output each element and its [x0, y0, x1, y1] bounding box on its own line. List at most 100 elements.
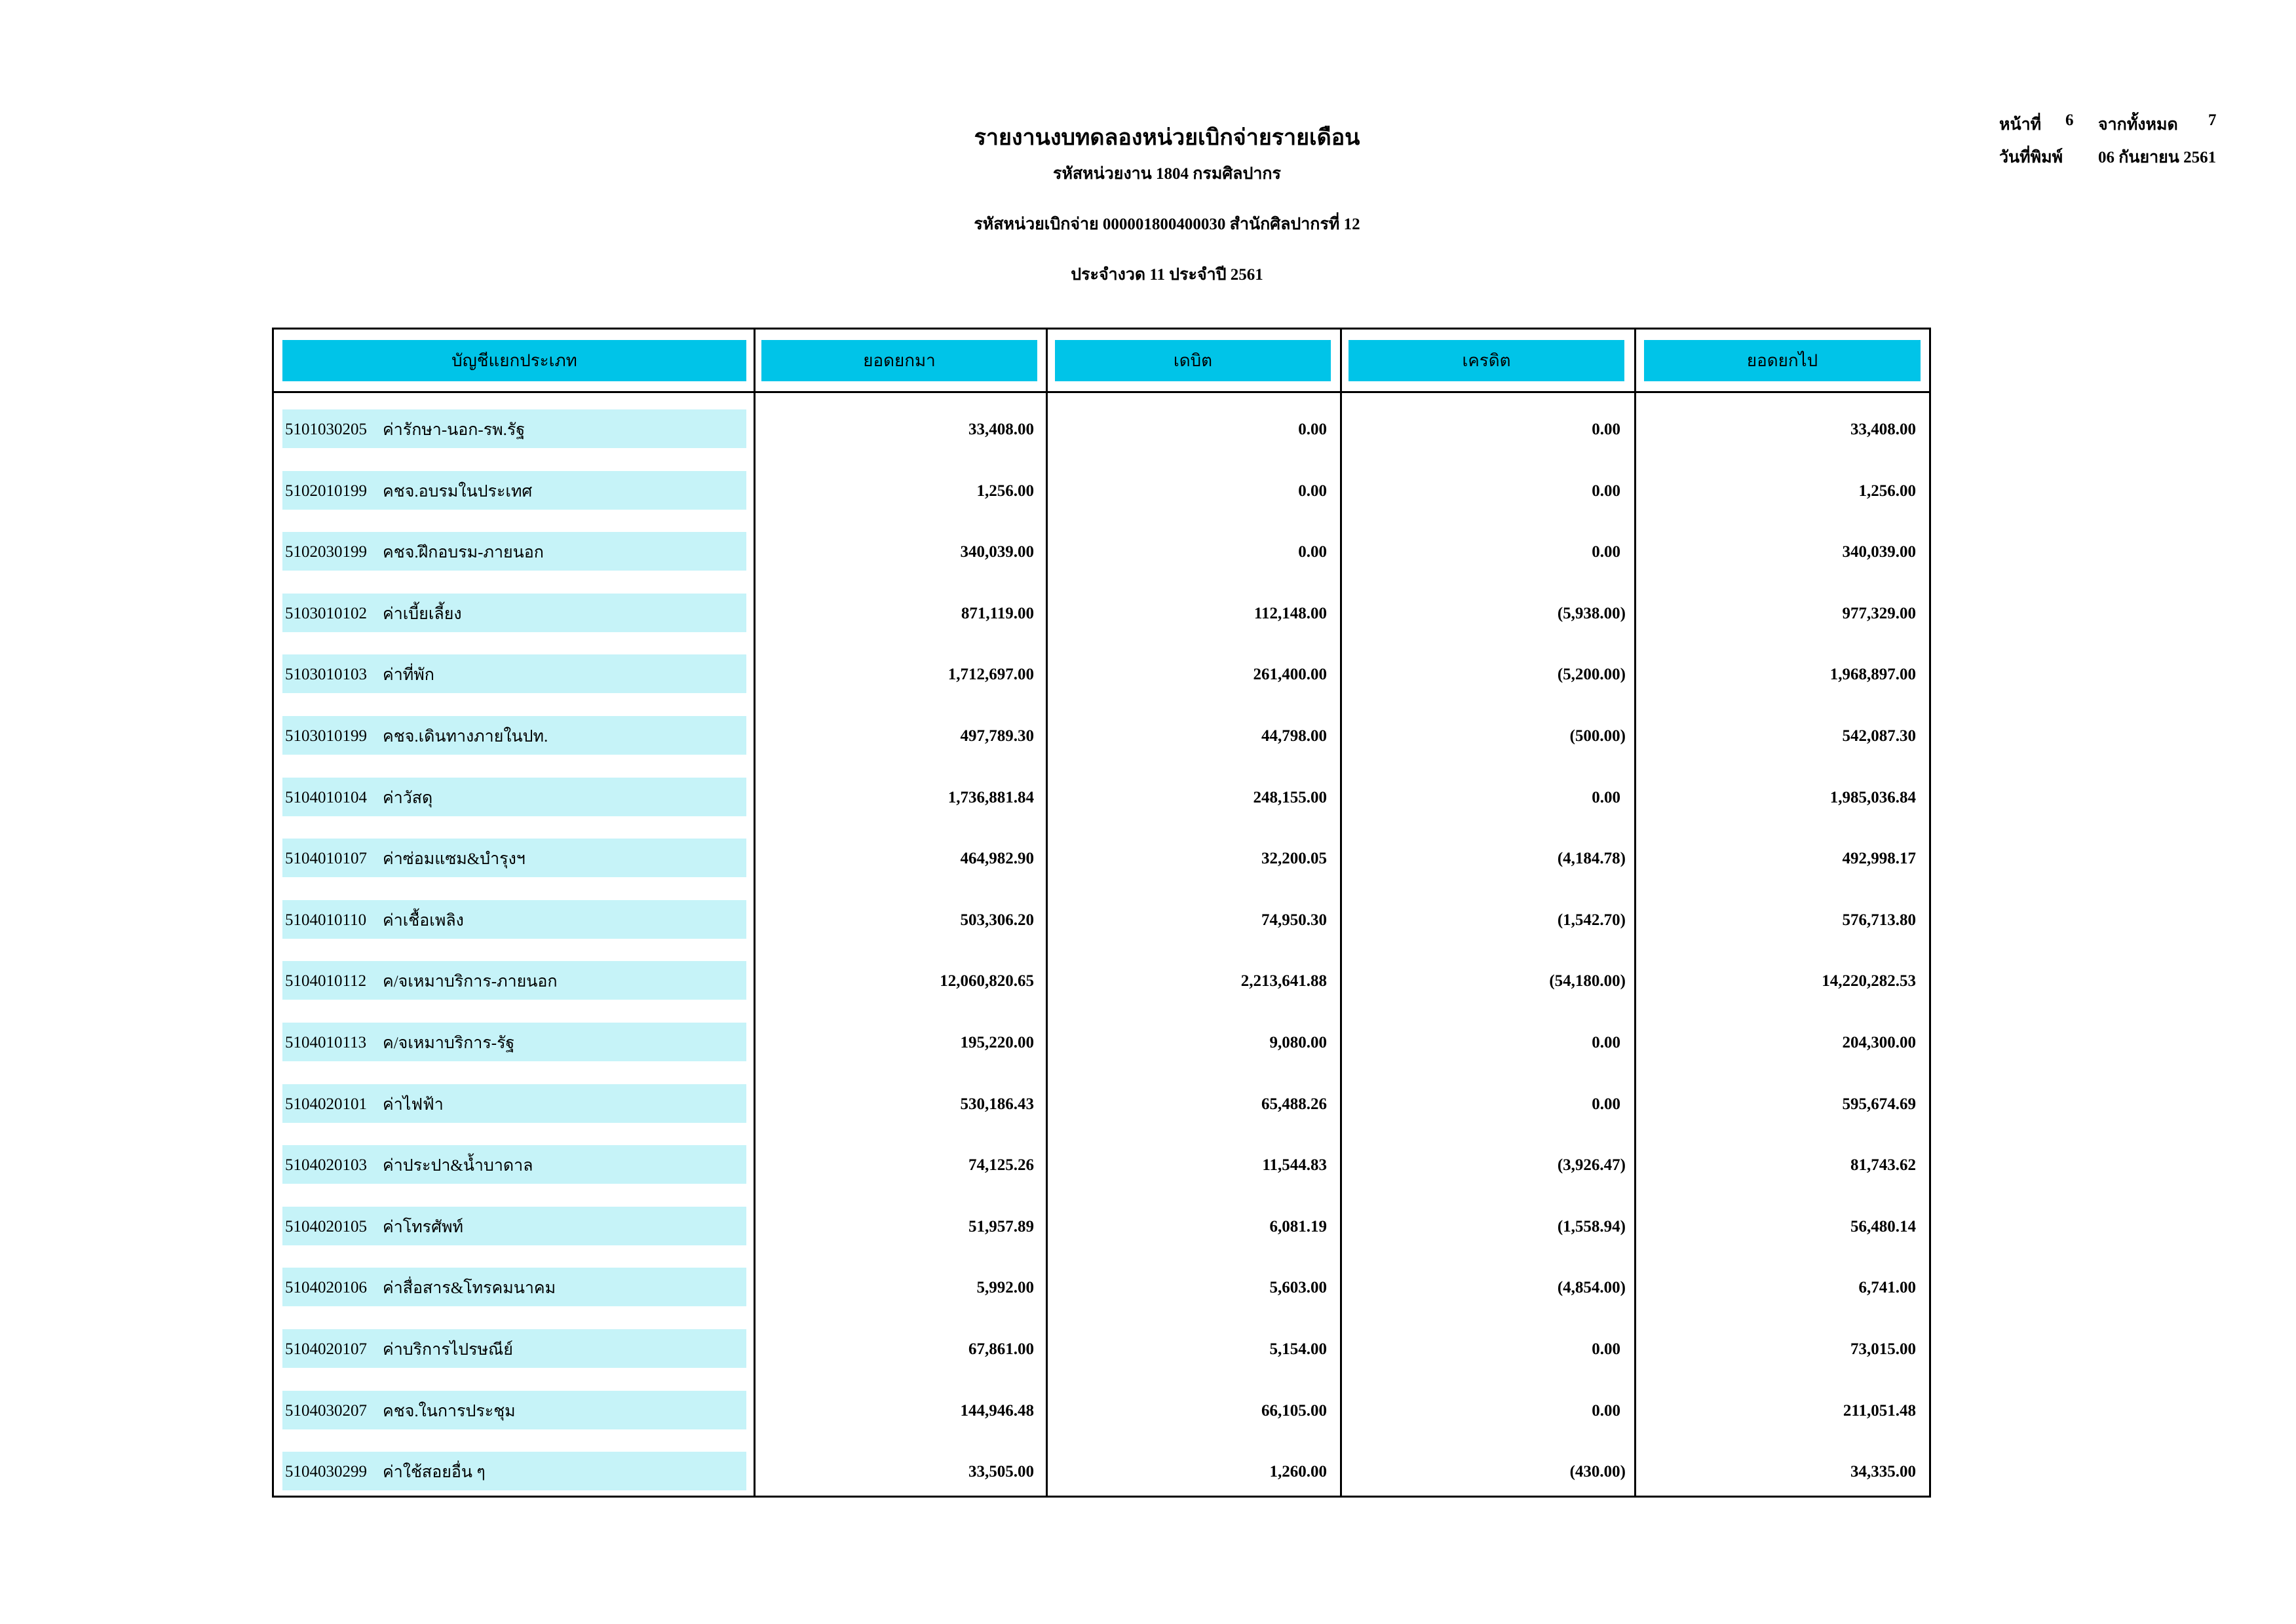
amount: (4,854.00): [1557, 1279, 1626, 1297]
print-date: 06 กันยายน 2561: [2098, 149, 2217, 166]
amount: (5,938.00): [1557, 604, 1626, 622]
disbursing-unit: รหัสหน่วยเบิกจ่าย 000001800400030 สำนักศ…: [974, 216, 1360, 233]
account-name: ค/จเหมาบริการ-รัฐ: [383, 1034, 515, 1052]
agency: รหัสหน่วยงาน 1804 กรมศิลปากร: [1053, 165, 1281, 183]
trial-balance-table: บัญชีแยกประเภท ยอดยกมา เดบิต เครดิต ยอดยกไป 5…: [272, 328, 1931, 1498]
amount: 1,968,897.00: [1829, 666, 1916, 684]
page-number: 6: [2065, 111, 2074, 129]
account-code: 5101030205: [285, 421, 367, 438]
account-box: [282, 777, 746, 816]
amount: 74,125.26: [968, 1156, 1034, 1175]
amount: 211,051.48: [1843, 1401, 1916, 1420]
amount: 977,329.00: [1842, 604, 1917, 622]
account-code: 5103010199: [285, 727, 367, 745]
account-box: [282, 716, 746, 755]
account-code: 5103010103: [285, 666, 367, 684]
amount: 0.00: [1592, 1340, 1620, 1358]
account-code: 5104010113: [285, 1034, 367, 1051]
amount: 2,213,641.88: [1240, 972, 1327, 991]
amount: 340,039.00: [960, 543, 1035, 561]
period: ประจำงวด 11 ประจำปี 2561: [1071, 266, 1263, 284]
amount: 11,544.83: [1262, 1156, 1327, 1175]
amount: 32,200.05: [1261, 850, 1327, 868]
account-box: [282, 1268, 746, 1307]
amount: 530,186.43: [960, 1095, 1035, 1113]
amount: 0.00: [1298, 482, 1327, 500]
account-name: ค่าประปา&น้ำบาดาล: [383, 1157, 533, 1175]
amount: 1,985,036.84: [1829, 788, 1916, 806]
column-divider: [1046, 330, 1048, 1496]
amount: 1,712,697.00: [947, 666, 1034, 684]
account-code: 5103010102: [285, 604, 367, 622]
amount: 65,488.26: [1261, 1095, 1327, 1113]
amount: (1,558.94): [1557, 1217, 1626, 1236]
amount: 497,789.30: [960, 727, 1035, 745]
account-code: 5104020107: [285, 1340, 367, 1358]
column-divider: [1340, 330, 1342, 1496]
account-box: [282, 654, 746, 694]
account-name: ค่าสื่อสาร&โทรคมนาคม: [383, 1279, 556, 1298]
account-box: [282, 1145, 746, 1184]
amount: (54,180.00): [1549, 972, 1626, 991]
amount: (3,926.47): [1557, 1156, 1626, 1175]
account-name: ค่าใช้สอยอื่น ๆ: [383, 1463, 486, 1482]
amount: 576,713.80: [1842, 911, 1917, 929]
amount: 51,957.89: [968, 1217, 1034, 1236]
account-code: 5104030299: [285, 1463, 367, 1481]
account-box: [282, 593, 746, 632]
account-box: [282, 470, 746, 510]
amount: 112,148.00: [1253, 604, 1327, 622]
account-code: 5102030199: [285, 543, 367, 561]
amount: 542,087.30: [1842, 727, 1917, 745]
column-header: เดบิต: [1055, 340, 1331, 381]
amount: 195,220.00: [960, 1034, 1035, 1051]
amount: 1,256.00: [976, 482, 1035, 500]
account-box: [282, 1390, 746, 1429]
amount: 1,256.00: [1858, 482, 1917, 500]
amount: 261,400.00: [1253, 666, 1328, 684]
amount: 0.00: [1592, 1095, 1620, 1113]
amount: 464,982.90: [960, 850, 1035, 868]
amount: 81,743.62: [1850, 1156, 1916, 1175]
account-name: ค่าเชื้อเพลิง: [383, 911, 464, 930]
amount: 34,335.00: [1850, 1463, 1916, 1481]
account-box: [282, 1023, 746, 1061]
account-code: 5102010199: [285, 482, 367, 500]
amount: 340,039.00: [1842, 543, 1917, 561]
column-header: ยอดยกมา: [761, 340, 1037, 381]
amount: 1,260.00: [1269, 1463, 1328, 1481]
account-box: [282, 899, 746, 939]
account-box: [282, 1084, 746, 1123]
account-name: ค/จเหมาบริการ-ภายนอก: [383, 973, 558, 991]
amount: 5,154.00: [1269, 1340, 1328, 1358]
amount: 204,300.00: [1842, 1034, 1917, 1051]
account-code: 5104030207: [285, 1401, 367, 1420]
account-box: [282, 532, 746, 571]
amount: 492,998.17: [1842, 850, 1917, 868]
amount: 33,505.00: [968, 1463, 1034, 1481]
amount: (500.00): [1569, 727, 1626, 745]
amount: 5,603.00: [1269, 1279, 1328, 1297]
amount: (1,542.70): [1557, 911, 1626, 929]
column-header: เครดิต: [1349, 340, 1624, 381]
account-code: 5104020101: [285, 1095, 367, 1113]
amount: 44,798.00: [1261, 727, 1327, 745]
amount: 12,060,820.65: [940, 972, 1034, 991]
amount: 595,674.69: [1842, 1095, 1917, 1113]
account-code: 5104020105: [285, 1217, 367, 1236]
amount: (5,200.00): [1557, 666, 1626, 684]
amount: 6,741.00: [1858, 1279, 1917, 1297]
account-name: คชจ.อบรมในประเทศ: [383, 482, 533, 500]
amount: 74,950.30: [1261, 911, 1327, 929]
amount: 14,220,282.53: [1822, 972, 1916, 991]
amount: 66,105.00: [1261, 1401, 1327, 1420]
amount: 33,408.00: [1850, 421, 1916, 438]
amount: (4,184.78): [1557, 850, 1626, 868]
amount: 871,119.00: [961, 604, 1034, 622]
column-divider: [1634, 330, 1636, 1496]
amount: 0.00: [1592, 1034, 1620, 1051]
amount: 0.00: [1592, 1401, 1620, 1420]
account-box: [282, 409, 746, 448]
account-name: ค่าวัสดุ: [383, 789, 433, 807]
amount: 1,736,881.84: [947, 788, 1034, 806]
